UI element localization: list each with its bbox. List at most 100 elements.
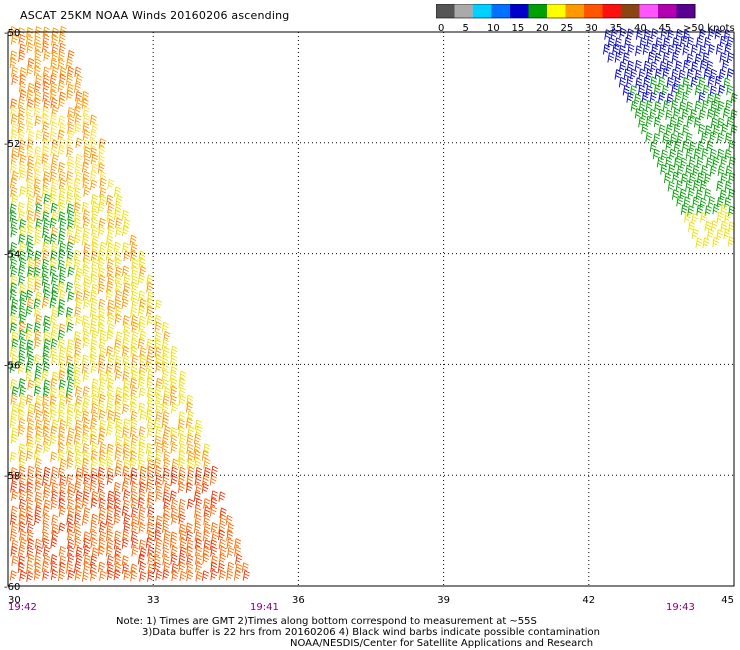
wind-barb [114,186,122,197]
wind-barb [685,164,693,176]
wind-barb [720,204,728,215]
wind-barb [67,50,75,61]
wind-barb [123,489,131,501]
wind-barb [98,298,106,310]
wind-barb [131,546,139,557]
wind-barb [33,322,41,333]
wind-barb [154,347,162,358]
wind-barb [50,242,59,253]
wind-barb [654,101,662,112]
wind-barb [98,145,106,157]
wind-barb [130,275,139,286]
wind-barb [11,338,19,350]
wind-barb [130,243,138,254]
wind-barb [67,378,75,389]
wind-barb [41,113,49,125]
wind-barb [74,346,82,358]
wind-barb [161,378,169,390]
wind-barb [81,91,89,102]
wind-barb [122,346,130,357]
wind-barb [26,218,35,229]
wind-barb [107,490,115,502]
wind-barb [50,538,58,549]
wind-barb [121,289,130,301]
wind-barb [170,466,178,478]
wind-barb [130,563,138,575]
wind-barb [98,538,106,550]
wind-barb [123,569,131,581]
wind-barb [163,330,171,342]
wind-barb [51,306,59,317]
wind-barb [671,84,679,95]
wind-barb [131,297,139,309]
wind-barb [114,530,122,541]
wind-barb [26,225,35,237]
wind-barb [186,434,194,445]
wind-barb [146,466,154,477]
wind-barb [678,69,686,80]
colorbar-swatch [473,4,492,18]
wind-barb [138,370,146,381]
wind-barb [114,562,122,574]
wind-barb [130,418,138,430]
wind-barb [226,547,235,558]
wind-barb [724,212,732,223]
wind-barb [83,394,91,406]
wind-barb [11,402,19,414]
wind-barb [66,339,75,350]
wind-barb [27,553,35,565]
wind-barb [147,553,155,565]
wind-barb [26,339,34,350]
wind-barb [34,338,42,349]
wind-barb [73,563,81,574]
wind-barb [705,157,714,168]
wind-barb [10,394,18,405]
wind-barb [90,297,98,309]
wind-barb [81,515,89,526]
wind-barb [49,217,57,229]
wind-barb [115,443,123,454]
wind-barb [185,417,193,429]
wind-barb [698,76,706,88]
wind-barb [18,321,26,333]
wind-barb [74,274,82,285]
wind-barb [688,221,696,232]
wind-barb [34,481,42,493]
wind-barb [123,218,131,230]
wind-barb [26,499,34,510]
wind-barb [114,273,122,285]
wind-barb [123,379,131,390]
x-tick-label: 39 [437,595,450,606]
wind-barb [681,108,689,120]
wind-barb [58,506,66,517]
wind-barb [718,69,726,80]
wind-barb [630,68,638,80]
wind-barb [9,362,17,374]
wind-barb [162,547,170,558]
wind-barb [74,82,82,93]
wind-barb [11,122,19,134]
colorbar-swatch [547,4,566,18]
wind-barb [90,314,98,325]
wind-barb [9,50,18,61]
wind-barb [81,458,90,469]
wind-barb [695,37,704,48]
wind-barb [91,386,99,398]
wind-barb [73,353,81,365]
wind-barb [689,109,698,120]
wind-barb [59,483,67,494]
wind-barb [688,172,696,184]
wind-barb [123,474,131,485]
wind-barb [75,546,83,558]
wind-barb [131,266,139,277]
wind-barb [161,402,169,414]
wind-barb [728,205,736,216]
wind-barb [26,186,34,198]
wind-barb [217,562,225,574]
wind-barb [129,457,137,469]
wind-barb [203,506,211,517]
wind-barb [146,418,154,429]
wind-barb [154,339,162,350]
wind-barb [75,91,83,102]
wind-barb [660,149,668,160]
